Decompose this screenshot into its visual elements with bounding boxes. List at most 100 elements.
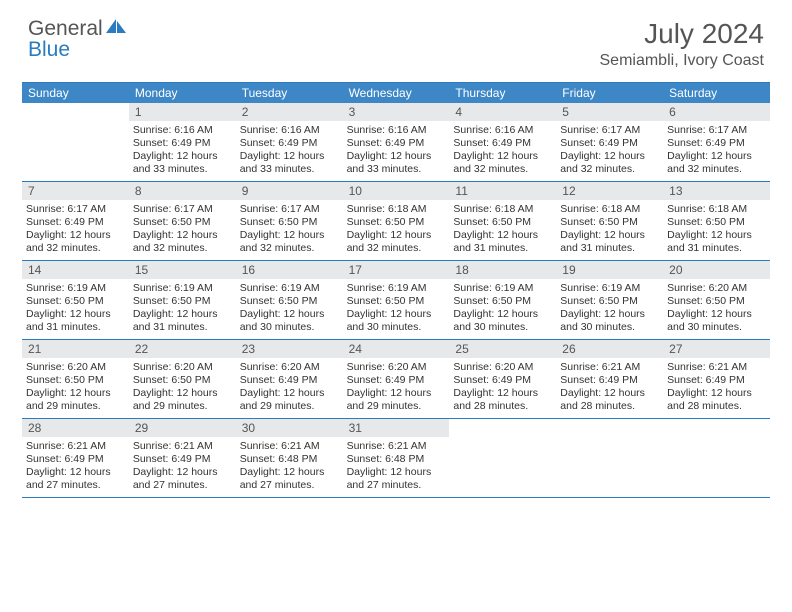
- day-body: Sunrise: 6:16 AMSunset: 6:49 PMDaylight:…: [129, 121, 236, 181]
- sunrise-line: Sunrise: 6:17 AM: [240, 203, 339, 216]
- sunset-line: Sunset: 6:49 PM: [667, 137, 766, 150]
- logo-text-general: General: [28, 18, 103, 39]
- daylight-line: Daylight: 12 hours and 32 minutes.: [240, 229, 339, 255]
- day-body: Sunrise: 6:16 AMSunset: 6:49 PMDaylight:…: [236, 121, 343, 181]
- daylight-line: Daylight: 12 hours and 32 minutes.: [560, 150, 659, 176]
- day-cell: [663, 419, 770, 497]
- dow-saturday: Saturday: [663, 83, 770, 103]
- day-cell: [556, 419, 663, 497]
- sunset-line: Sunset: 6:49 PM: [453, 137, 552, 150]
- sunset-line: Sunset: 6:49 PM: [240, 137, 339, 150]
- sunset-line: Sunset: 6:49 PM: [347, 137, 446, 150]
- day-number: 28: [22, 419, 129, 437]
- daylight-line: Daylight: 12 hours and 28 minutes.: [453, 387, 552, 413]
- day-cell: [449, 419, 556, 497]
- daylight-line: Daylight: 12 hours and 27 minutes.: [347, 466, 446, 492]
- sunset-line: Sunset: 6:50 PM: [667, 216, 766, 229]
- sunset-line: Sunset: 6:50 PM: [240, 216, 339, 229]
- sunset-line: Sunset: 6:50 PM: [560, 295, 659, 308]
- day-cell: 4Sunrise: 6:16 AMSunset: 6:49 PMDaylight…: [449, 103, 556, 181]
- day-cell: 5Sunrise: 6:17 AMSunset: 6:49 PMDaylight…: [556, 103, 663, 181]
- day-cell: 12Sunrise: 6:18 AMSunset: 6:50 PMDayligh…: [556, 182, 663, 260]
- sunrise-line: Sunrise: 6:20 AM: [240, 361, 339, 374]
- day-body: Sunrise: 6:20 AMSunset: 6:49 PMDaylight:…: [236, 358, 343, 418]
- week-row: 28Sunrise: 6:21 AMSunset: 6:49 PMDayligh…: [22, 419, 770, 498]
- day-body: Sunrise: 6:20 AMSunset: 6:49 PMDaylight:…: [343, 358, 450, 418]
- sunset-line: Sunset: 6:50 PM: [453, 295, 552, 308]
- sunrise-line: Sunrise: 6:18 AM: [667, 203, 766, 216]
- day-cell: 8Sunrise: 6:17 AMSunset: 6:50 PMDaylight…: [129, 182, 236, 260]
- daylight-line: Daylight: 12 hours and 29 minutes.: [347, 387, 446, 413]
- day-number: 18: [449, 261, 556, 279]
- sunrise-line: Sunrise: 6:18 AM: [560, 203, 659, 216]
- daylight-line: Daylight: 12 hours and 31 minutes.: [26, 308, 125, 334]
- day-body: Sunrise: 6:20 AMSunset: 6:49 PMDaylight:…: [449, 358, 556, 418]
- sunset-line: Sunset: 6:50 PM: [667, 295, 766, 308]
- day-body: Sunrise: 6:19 AMSunset: 6:50 PMDaylight:…: [556, 279, 663, 339]
- daylight-line: Daylight: 12 hours and 33 minutes.: [133, 150, 232, 176]
- day-number: 13: [663, 182, 770, 200]
- title-block: July 2024 Semiambli, Ivory Coast: [600, 18, 765, 70]
- day-number: 10: [343, 182, 450, 200]
- day-cell: 18Sunrise: 6:19 AMSunset: 6:50 PMDayligh…: [449, 261, 556, 339]
- day-number: 22: [129, 340, 236, 358]
- day-number: 1: [129, 103, 236, 121]
- calendar: SundayMondayTuesdayWednesdayThursdayFrid…: [22, 82, 770, 498]
- week-row: 14Sunrise: 6:19 AMSunset: 6:50 PMDayligh…: [22, 261, 770, 340]
- sunrise-line: Sunrise: 6:17 AM: [560, 124, 659, 137]
- day-cell: 7Sunrise: 6:17 AMSunset: 6:49 PMDaylight…: [22, 182, 129, 260]
- daylight-line: Daylight: 12 hours and 30 minutes.: [453, 308, 552, 334]
- daylight-line: Daylight: 12 hours and 27 minutes.: [26, 466, 125, 492]
- day-number-empty: [663, 419, 770, 437]
- sunrise-line: Sunrise: 6:17 AM: [133, 203, 232, 216]
- day-number: 12: [556, 182, 663, 200]
- daylight-line: Daylight: 12 hours and 32 minutes.: [347, 229, 446, 255]
- day-body: Sunrise: 6:21 AMSunset: 6:48 PMDaylight:…: [236, 437, 343, 497]
- sunset-line: Sunset: 6:49 PM: [26, 216, 125, 229]
- day-body: Sunrise: 6:18 AMSunset: 6:50 PMDaylight:…: [556, 200, 663, 260]
- daylight-line: Daylight: 12 hours and 31 minutes.: [453, 229, 552, 255]
- day-body: Sunrise: 6:21 AMSunset: 6:48 PMDaylight:…: [343, 437, 450, 497]
- sunrise-line: Sunrise: 6:21 AM: [133, 440, 232, 453]
- day-cell: 21Sunrise: 6:20 AMSunset: 6:50 PMDayligh…: [22, 340, 129, 418]
- sunset-line: Sunset: 6:50 PM: [133, 295, 232, 308]
- day-cell: 20Sunrise: 6:20 AMSunset: 6:50 PMDayligh…: [663, 261, 770, 339]
- sunrise-line: Sunrise: 6:18 AM: [347, 203, 446, 216]
- dow-monday: Monday: [129, 83, 236, 103]
- sunset-line: Sunset: 6:50 PM: [347, 216, 446, 229]
- day-number-empty: [449, 419, 556, 437]
- day-body: Sunrise: 6:19 AMSunset: 6:50 PMDaylight:…: [449, 279, 556, 339]
- day-number: 14: [22, 261, 129, 279]
- daylight-line: Daylight: 12 hours and 28 minutes.: [667, 387, 766, 413]
- sunset-line: Sunset: 6:50 PM: [133, 374, 232, 387]
- sunset-line: Sunset: 6:49 PM: [133, 137, 232, 150]
- daylight-line: Daylight: 12 hours and 30 minutes.: [347, 308, 446, 334]
- daylight-line: Daylight: 12 hours and 32 minutes.: [133, 229, 232, 255]
- daylight-line: Daylight: 12 hours and 32 minutes.: [26, 229, 125, 255]
- sunset-line: Sunset: 6:49 PM: [453, 374, 552, 387]
- sunrise-line: Sunrise: 6:21 AM: [347, 440, 446, 453]
- sunrise-line: Sunrise: 6:19 AM: [26, 282, 125, 295]
- day-cell: 25Sunrise: 6:20 AMSunset: 6:49 PMDayligh…: [449, 340, 556, 418]
- day-body: Sunrise: 6:20 AMSunset: 6:50 PMDaylight:…: [663, 279, 770, 339]
- daylight-line: Daylight: 12 hours and 30 minutes.: [667, 308, 766, 334]
- sunrise-line: Sunrise: 6:16 AM: [453, 124, 552, 137]
- daylight-line: Daylight: 12 hours and 27 minutes.: [240, 466, 339, 492]
- logo-text-blue: Blue: [28, 38, 70, 61]
- day-body: Sunrise: 6:21 AMSunset: 6:49 PMDaylight:…: [22, 437, 129, 497]
- day-cell: 19Sunrise: 6:19 AMSunset: 6:50 PMDayligh…: [556, 261, 663, 339]
- sunrise-line: Sunrise: 6:21 AM: [560, 361, 659, 374]
- sunset-line: Sunset: 6:50 PM: [240, 295, 339, 308]
- sunset-line: Sunset: 6:48 PM: [240, 453, 339, 466]
- day-cell: 28Sunrise: 6:21 AMSunset: 6:49 PMDayligh…: [22, 419, 129, 497]
- dow-friday: Friday: [556, 83, 663, 103]
- sunset-line: Sunset: 6:49 PM: [133, 453, 232, 466]
- sunset-line: Sunset: 6:49 PM: [560, 137, 659, 150]
- day-body: Sunrise: 6:16 AMSunset: 6:49 PMDaylight:…: [449, 121, 556, 181]
- logo: General Blue: [28, 18, 128, 60]
- sunrise-line: Sunrise: 6:19 AM: [240, 282, 339, 295]
- daylight-line: Daylight: 12 hours and 27 minutes.: [133, 466, 232, 492]
- sunrise-line: Sunrise: 6:16 AM: [347, 124, 446, 137]
- day-cell: 6Sunrise: 6:17 AMSunset: 6:49 PMDaylight…: [663, 103, 770, 181]
- week-row: 21Sunrise: 6:20 AMSunset: 6:50 PMDayligh…: [22, 340, 770, 419]
